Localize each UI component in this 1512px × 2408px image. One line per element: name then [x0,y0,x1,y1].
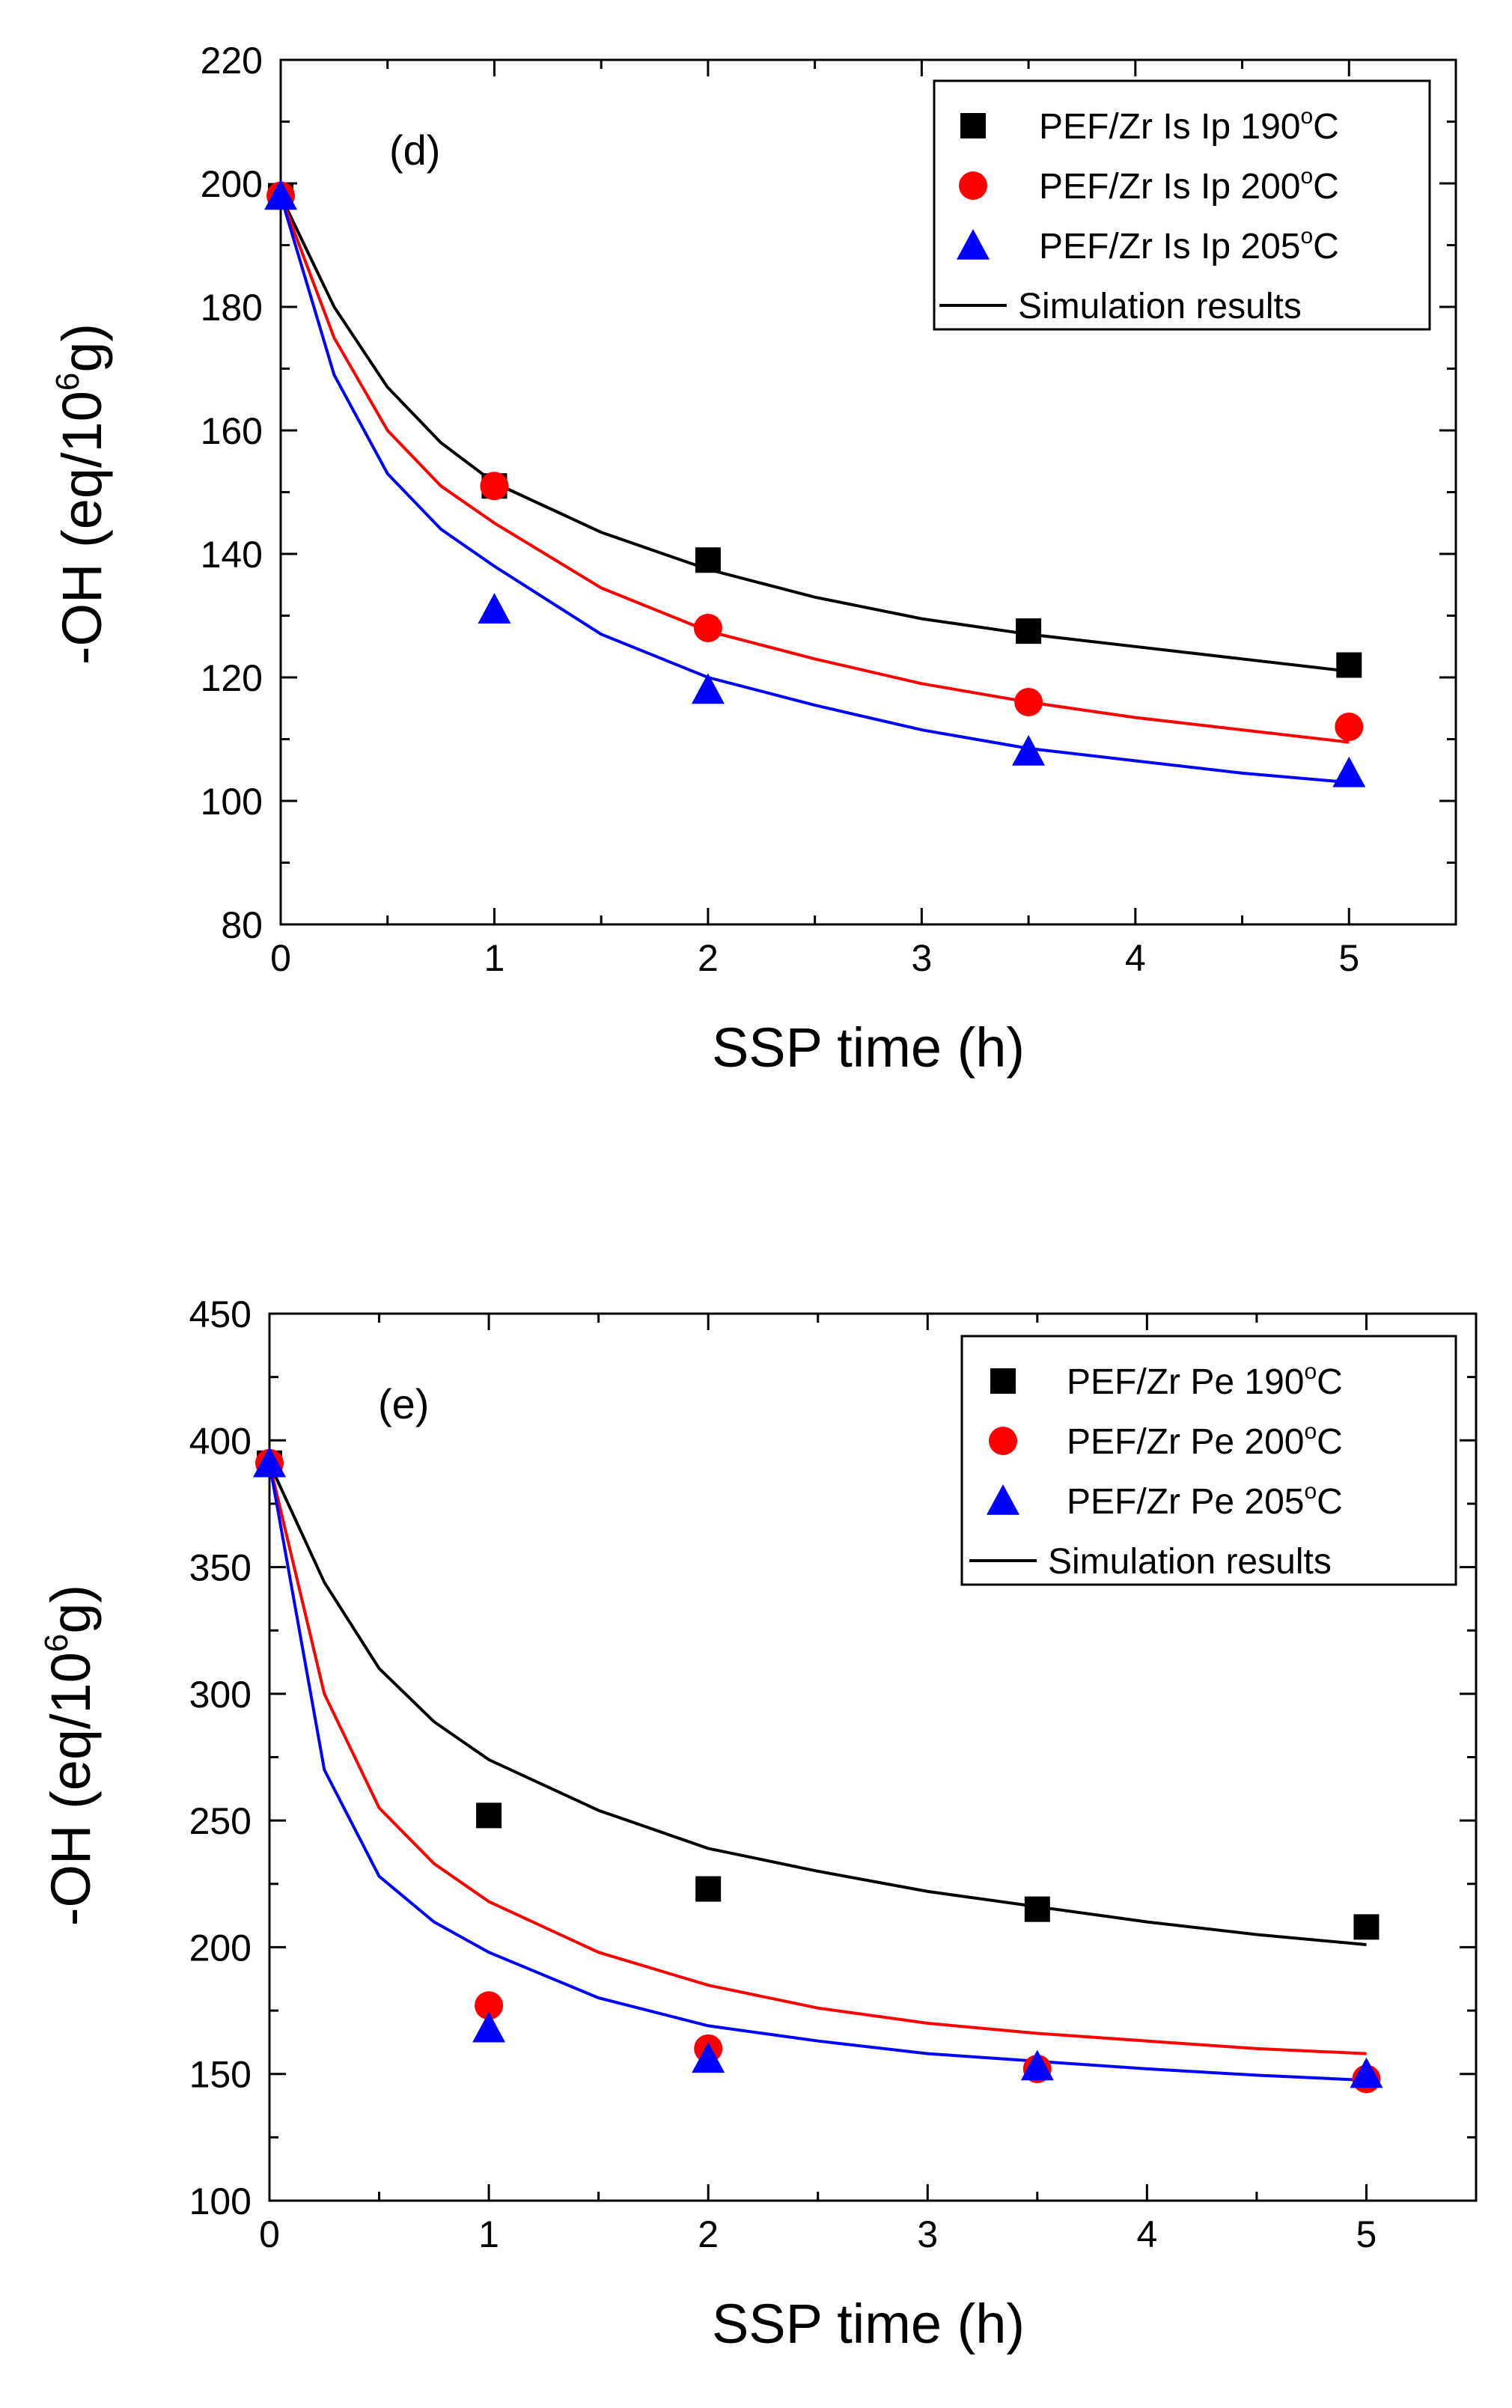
x-axis-title: SSP time (h) [712,2293,1025,2355]
x-tick-label: 4 [1136,2213,1157,2255]
chart-panel-d: 0 1 2 3 4 5 80 100 120 140 160 180 200 220 PEF/Zr Is I… [49,40,1457,1079]
data-point-square [1024,1896,1050,1922]
y-tick-label: 160 [201,410,263,452]
data-point-square [695,1876,722,1902]
x-tick-label: 0 [270,937,291,979]
legend-marker-triangle [987,1484,1019,1515]
data-point-circle [1014,688,1043,716]
y-tick-label: 180 [201,287,263,329]
y-tick-label: 140 [201,534,263,576]
legend-label: PEF/Zr Pe 200oC [1067,1419,1343,1462]
simulation-curve [268,1463,1367,2082]
y-tick-label: 450 [189,1293,252,1335]
y-tick-label: 80 [221,904,263,946]
data-point-triangle [472,2011,506,2043]
y-tick-label: 300 [189,1674,252,1716]
y-tick-label: 200 [189,1927,252,1969]
legend-label: PEF/Zr Is Ip 200oC [1039,164,1339,207]
legend-label: PEF/Zr Pe 205oC [1067,1479,1343,1522]
legend-marker-square [960,113,986,138]
panel-label: (d) [389,127,440,174]
x-tick-label: 1 [484,937,505,979]
legend-label: PEF/Zr Is Ip 205oC [1039,224,1339,266]
legend-marker-circle [989,1427,1017,1455]
data-point-circle [1335,713,1364,741]
data-point-triangle [1350,2057,1383,2088]
data-point-circle [480,472,509,501]
data-point-square [1016,618,1042,644]
y-tick-label: 100 [201,781,263,823]
x-tick-label: 3 [911,937,932,979]
legend-label: Simulation results [1048,1542,1332,1582]
simulation-curve [268,1462,1367,1946]
legend: PEF/Zr Pe 190oC PEF/Zr Pe 200oC PEF/Zr Pe … [960,1335,1457,1586]
x-tick-label: 2 [698,937,719,979]
legend-label: Simulation results [1018,287,1302,326]
y-tick-label: 220 [201,40,263,82]
panel-label: (e) [378,1380,429,1427]
data-point-triangle [1020,2049,1054,2081]
y-tick-label: 200 [201,163,263,205]
data-point-triangle [691,673,725,704]
data-point-circle [475,1991,504,2020]
legend-marker-circle [959,171,987,200]
x-tick-label: 5 [1338,937,1359,979]
legend-marker-triangle [957,229,990,260]
data-point-triangle [1332,756,1366,787]
data-point-circle [693,614,722,642]
x-tick-label: 0 [259,2213,280,2255]
y-tick-label: 250 [189,1800,252,1842]
y-tick-label: 350 [189,1547,252,1589]
data-point-triangle [1012,735,1046,766]
data-point-square [1336,652,1362,678]
x-axis-title: SSP time (h) [712,1016,1025,1079]
data-point-triangle [264,179,297,210]
legend-box [933,79,1431,331]
simulation-curve [268,1463,1367,2055]
legend-box [960,1335,1457,1586]
y-tick-label: 400 [189,1420,252,1462]
y-tick-label: 150 [189,2054,252,2096]
x-tick-label: 5 [1356,2213,1377,2255]
chart-panel-e: 0 1 2 3 4 5 100 150 200 250 300 350 400 450 PEF/Zr Pe … [38,1293,1478,2355]
data-point-square [476,1802,502,1829]
legend-label: PEF/Zr Is Ip 190oC [1039,104,1339,147]
data-point-triangle [253,1446,286,1478]
x-tick-label: 3 [917,2213,938,2255]
data-point-triangle [692,2042,725,2073]
x-tick-label: 1 [478,2213,499,2255]
data-point-square [1353,1914,1380,1940]
legend-marker-square [990,1368,1016,1394]
y-tick-label: 100 [189,2180,252,2222]
legend-label: PEF/Zr Pe 190oC [1067,1359,1343,1402]
x-tick-label: 4 [1125,937,1146,979]
data-point-square [695,547,721,573]
y-tick-label: 120 [201,657,263,699]
x-tick-label: 2 [698,2213,719,2255]
data-point-triangle [478,593,511,624]
legend: PEF/Zr Is Ip 190oC PEF/Zr Is Ip 200oC PEF/… [933,79,1431,331]
